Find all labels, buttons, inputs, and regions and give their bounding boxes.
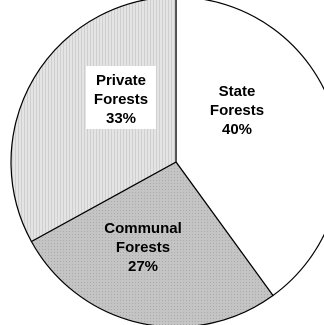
pie-label-private-line-3: 33% [106, 110, 136, 127]
pie-label-private-line-2: Forests [94, 91, 148, 108]
pie-label-background [86, 66, 156, 129]
pie-slice-state [175, 0, 324, 297]
pie-labels: State Forests 40% Communal Forests 27% Private… [86, 66, 264, 275]
pie-slices [10, 0, 324, 325]
pie-label-state-line-3: 40% [222, 121, 252, 138]
pie-label-communal-line-3: 27% [128, 258, 158, 275]
pie-label-state-line-2: Forests [210, 102, 264, 119]
pie-label-state-line-1: State [219, 83, 256, 100]
pie-slice-communal [30, 161, 274, 325]
pie-label-private-line-1: Private [96, 72, 146, 89]
pie-label-communal-line-1: Communal [104, 220, 182, 237]
pie-label-communal-line-2: Forests [116, 239, 170, 256]
